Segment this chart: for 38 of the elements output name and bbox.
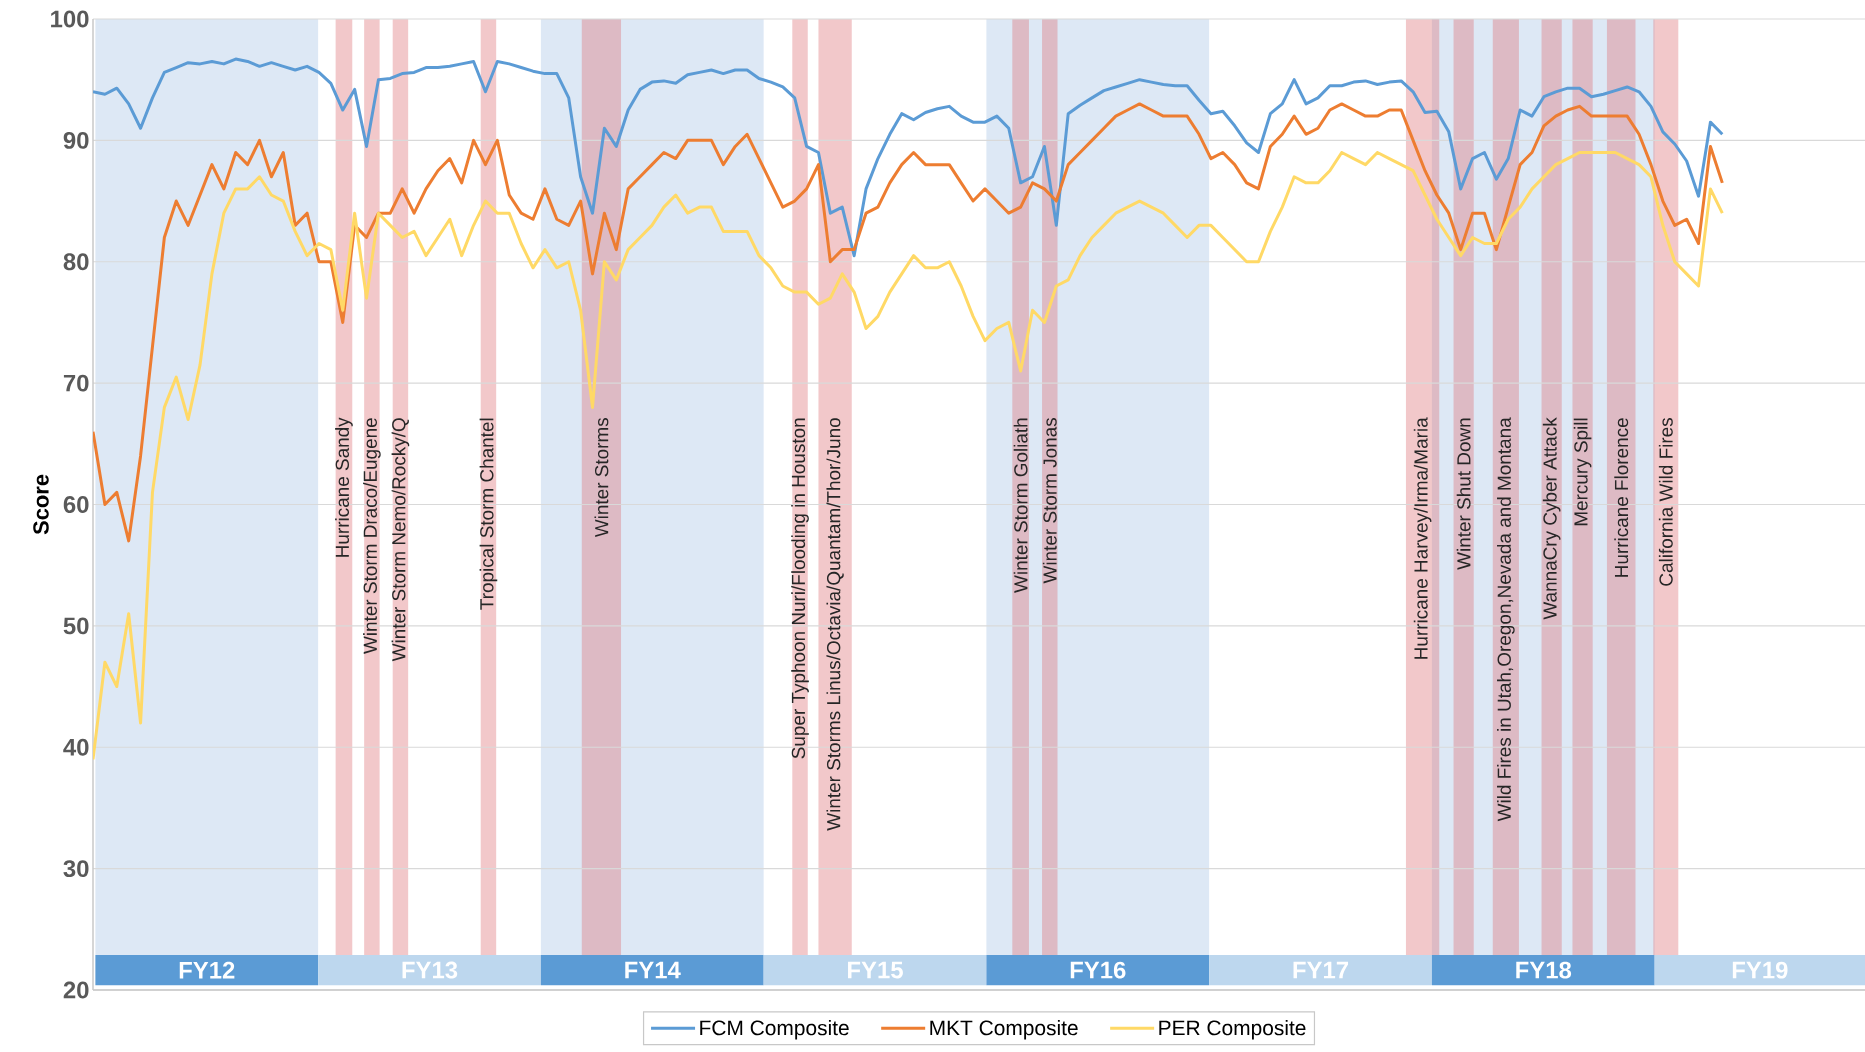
annotation: Winter Shut Down (1456, 418, 1471, 570)
annotation: FY16 (1070, 961, 1126, 979)
legend-label: PER Composite (1159, 1019, 1306, 1040)
annotation: California Wild Fires (1658, 418, 1673, 586)
annotation: Hurricane Florence (1614, 418, 1629, 577)
y-tick-label: 90 (63, 131, 89, 149)
y-tick-label: 100 (51, 10, 89, 28)
annotation: FY13 (402, 961, 458, 979)
annotation: Winter Storm Draco/Eugene (363, 418, 381, 654)
annotation: Super Typhoon Nuri/Flooding in Houston (791, 418, 809, 759)
legend-label: MKT Composite (930, 1019, 1078, 1040)
annotation: WannaCry Cyber Attack (1542, 417, 1561, 620)
text: FY19 (1732, 961, 1788, 979)
y-tick-label: 80 (63, 253, 89, 271)
annotation: Mercury Spill (1573, 418, 1592, 526)
annotation: Hurricane Sandy (335, 417, 353, 557)
annotation: Tropical Storm Chantel (479, 418, 498, 610)
annotation: FY18 (1516, 961, 1572, 979)
annotation: Winter Storms Linus/Octavia/Quantam/Thor/Juno (826, 418, 844, 831)
y-tick-label: 50 (63, 617, 89, 635)
y-tick-label: 30 (63, 860, 89, 878)
annotation: FY17 (1293, 961, 1349, 979)
annotation: Winter Storms (594, 418, 609, 538)
y-axis-title: Score (33, 474, 49, 535)
annotation: Hurricane Harvey/Irma/Maria (1413, 417, 1432, 659)
legend-label: FCM Composite (700, 1019, 849, 1040)
annotation: Winter Storm Goliath (1013, 418, 1028, 593)
y-tick-label: 70 (63, 374, 89, 392)
annotation: Winter Storm Nemo/Rocky/Q (391, 418, 410, 662)
y-tick-label: 40 (63, 738, 89, 756)
annotation: Wild Fires in Utah,Oregon,Nevada and Montana (1497, 417, 1515, 822)
y-tick-label: 60 (63, 496, 89, 513)
y-tick-label: 20 (63, 981, 89, 999)
annotation: FY12 (179, 961, 235, 979)
annotation: Winter Storm Jonas (1042, 418, 1057, 584)
annotation: FY14 (625, 961, 681, 979)
annotation: FY15 (848, 961, 903, 979)
line-series (93, 57, 1724, 258)
